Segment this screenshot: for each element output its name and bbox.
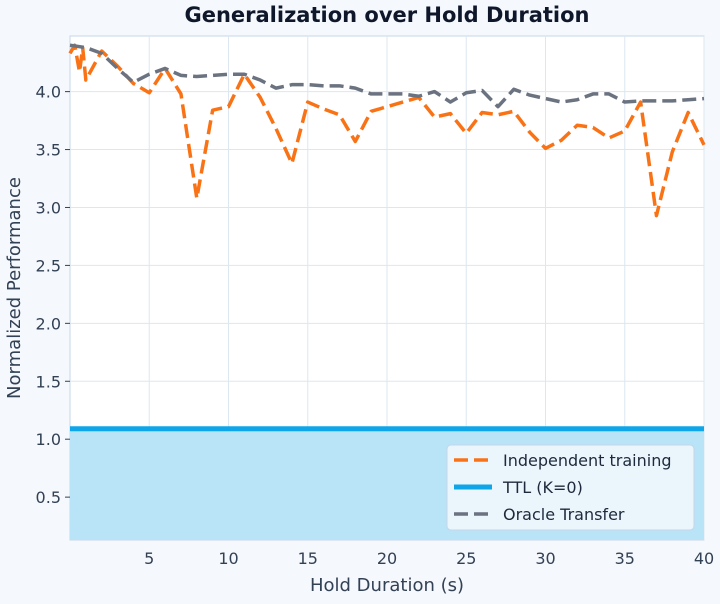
legend-box [446, 444, 695, 531]
series-line-0 [68, 43, 706, 218]
x-tick-label: 15 [298, 549, 318, 568]
x-axis-label: Hold Duration (s) [310, 575, 464, 596]
legend: Independent training TTL (K=0) Oracle Tran… [446, 444, 695, 531]
y-axis-label: Normalized Performance [4, 177, 25, 399]
x-tick-label: 40 [694, 549, 714, 568]
x-tick-label: 30 [535, 549, 555, 568]
x-tick-label: 25 [456, 549, 476, 568]
legend-label: Oracle Transfer [503, 505, 625, 524]
legend-label: Independent training [503, 451, 671, 470]
y-tick-label: 2.5 [36, 256, 61, 275]
y-tick-label: 0.5 [36, 488, 61, 507]
y-tick-label: 4.0 [36, 83, 61, 102]
series-lines [68, 43, 706, 432]
y-tick-label: 1.0 [36, 430, 61, 449]
chart-title: Generalization over Hold Duration [184, 3, 589, 27]
y-tick-label: 1.5 [36, 372, 61, 391]
series-line-2 [69, 43, 705, 109]
legend-label: TTL (K=0) [502, 478, 583, 497]
x-tick-label: 5 [144, 549, 154, 568]
x-tick-label: 35 [615, 549, 635, 568]
x-ticks: 5 10 15 20 25 30 35 40 [144, 549, 714, 568]
x-tick-label: 20 [377, 549, 397, 568]
y-tick-label: 2.0 [36, 314, 61, 333]
y-ticks: 0.5 1.0 1.5 2.0 2.5 3.0 3.5 4.0 [36, 83, 70, 507]
y-tick-label: 3.5 [36, 141, 61, 160]
y-tick-label: 3.0 [36, 198, 61, 217]
x-tick-label: 10 [218, 549, 238, 568]
